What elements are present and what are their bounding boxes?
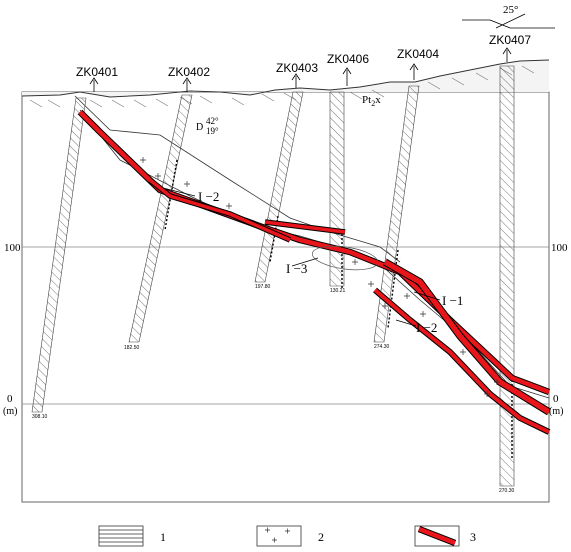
borehole-zk0406 xyxy=(329,91,345,287)
dip-letter: D xyxy=(196,122,203,133)
elev-left-100: 100 xyxy=(4,242,21,254)
label-zk0407: ZK0407 xyxy=(489,33,531,47)
elev-right-100: 100 xyxy=(551,242,568,254)
orebodies xyxy=(77,109,551,435)
contact-line-upper xyxy=(74,95,401,263)
horizontal-hatch-pattern-icon xyxy=(98,525,144,547)
depth-zk0406: 130.21 xyxy=(330,288,346,294)
depth-zk0403: 197.80 xyxy=(255,284,271,290)
orebody-right-lower xyxy=(373,288,550,434)
legend-item-3: 3 xyxy=(414,525,476,547)
dip-top: 42° xyxy=(206,116,219,126)
dip-marker: D 42° 19° xyxy=(196,116,219,136)
legend-item-1: 1 xyxy=(98,525,166,547)
label-leaders xyxy=(162,187,441,327)
orebody-label-right-upper: I −1 xyxy=(442,293,463,308)
orebody-middle xyxy=(264,220,346,234)
depth-zk0401: 308.10 xyxy=(32,414,48,420)
orientation-angle: 25° xyxy=(503,4,518,16)
label-zk0406: ZK0406 xyxy=(327,52,369,66)
borehole-arrows xyxy=(89,47,512,92)
orebody-main xyxy=(78,110,550,395)
orebody-right-upper xyxy=(383,259,551,415)
legend-number-2: 2 xyxy=(318,530,324,544)
depth-zk0404: 274.30 xyxy=(374,344,390,350)
legend-number-1: 1 xyxy=(160,530,166,544)
elev-right-unit: (m) xyxy=(549,406,563,417)
orebody-label-upper: I −2 xyxy=(198,189,219,204)
label-zk0403: ZK0403 xyxy=(276,61,318,75)
label-zk0401: ZK0401 xyxy=(76,65,118,79)
granite-crosses xyxy=(140,157,500,397)
cross-pattern-icon xyxy=(256,525,302,547)
borehole-zk0407 xyxy=(499,65,515,487)
legend-number-3: 3 xyxy=(470,530,476,544)
formation-label: Pt2x xyxy=(362,94,381,108)
orebody-lens xyxy=(311,245,379,271)
borehole-zk0404 xyxy=(373,85,420,343)
orebody-label-middle: I −3 xyxy=(286,261,307,276)
legend: 1 2 3 xyxy=(98,525,476,547)
borehole-zk0403 xyxy=(254,91,304,283)
elev-right-0: 0 xyxy=(553,393,559,405)
label-zk0404: ZK0404 xyxy=(397,47,439,61)
elev-left-unit: (m) xyxy=(3,406,17,417)
borehole-zk0402 xyxy=(128,94,193,343)
label-zk0402: ZK0402 xyxy=(168,65,210,79)
orientation-symbol: 25° xyxy=(462,4,555,29)
elev-left-0: 0 xyxy=(7,393,13,405)
orebody-label-right-lower: I −2 xyxy=(416,320,437,335)
depth-zk0402: 182.50 xyxy=(124,345,140,351)
dip-bottom: 19° xyxy=(206,126,219,136)
legend-item-2: 2 xyxy=(256,525,324,547)
orebody-branch xyxy=(148,178,291,242)
topography-line xyxy=(21,59,550,98)
depth-zk0407: 270.30 xyxy=(499,488,515,494)
borehole-zk0401 xyxy=(31,97,87,413)
